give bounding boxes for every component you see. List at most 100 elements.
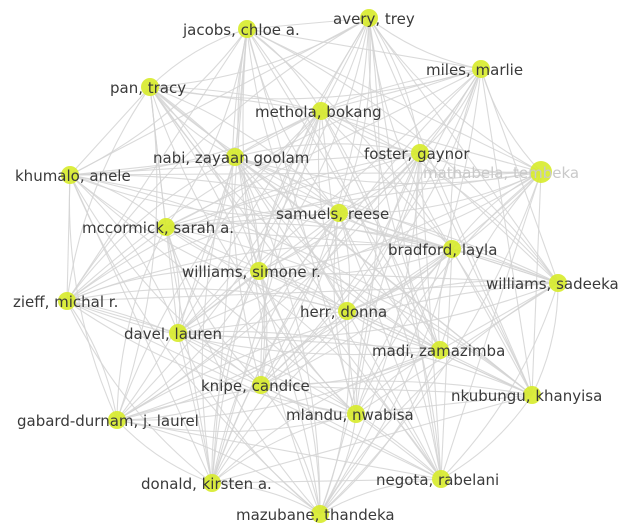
network-node-herr[interactable] [338,302,356,320]
network-edge [116,171,542,421]
node-label-madi: madi, zamazimba [372,342,505,360]
network-edge [66,156,236,302]
node-label-mlandu: mlandu, nwabisa [286,406,414,424]
network-edge [66,300,441,356]
network-edge [177,332,321,515]
network-edge [531,282,559,396]
network-edge [415,152,441,351]
network-edge [260,384,533,396]
network-edge [211,248,453,484]
network-edge [116,419,321,515]
network-edge [149,86,321,515]
network-edge [480,68,533,396]
network-edge [116,270,260,421]
network-node-avery[interactable] [360,9,378,27]
network-edge [165,226,533,396]
network-edge [440,282,559,480]
node-label-nkubungu: nkubungu, khanyisa [451,387,602,405]
network-edge [116,419,442,480]
network-edge [116,419,213,484]
network-node-gabard[interactable] [108,411,126,429]
network-node-nabi[interactable] [226,148,244,166]
network-edge [260,152,421,386]
network-node-mazubane[interactable] [311,505,329,523]
node-label-williams-sa: williams, sadeeka [486,275,619,293]
network-edge [260,212,340,386]
network-edge [149,86,322,112]
node-label-herr: herr, donna [300,303,387,321]
network-edge [246,17,370,30]
node-label-knipe: knipe, candice [201,377,310,395]
network-edge [258,248,453,275]
network-edge [69,174,179,334]
network-edge [260,384,442,480]
network-edge [165,171,542,228]
network-node-williams-sa[interactable] [549,274,567,292]
network-edge [246,28,348,312]
network-edge [165,226,260,272]
network-edge [66,269,260,302]
network-edge [319,310,350,515]
network-edge [211,270,260,484]
network-node-williams-s[interactable] [250,262,268,280]
network-edge [346,279,559,312]
network-node-foster[interactable] [411,144,429,162]
network-edge [165,110,322,228]
network-edge [177,171,542,334]
network-edge [69,171,542,176]
network-node-zieff[interactable] [58,292,76,310]
network-edge [258,270,559,284]
node-label-avery: avery, trey [333,10,415,28]
network-edge [419,152,533,396]
network-edge [440,394,533,480]
node-label-jacobs: jacobs, chloe a. [182,21,300,39]
network-node-madi[interactable] [431,341,449,359]
network-node-bradford[interactable] [443,240,461,258]
network-edge [338,17,372,214]
node-label-bradford: bradford, layla [388,241,497,259]
network-node-donald[interactable] [203,474,221,492]
network-edge [355,394,533,415]
network-edge [338,212,442,480]
network-node-davel[interactable] [169,324,187,342]
network-node-samuels[interactable] [330,204,348,222]
network-edge [177,332,441,351]
network-edge [211,212,340,484]
network-edge [451,171,542,250]
node-label-davel: davel, lauren [124,325,222,343]
network-edge [246,28,482,70]
network-node-negota[interactable] [432,470,450,488]
network-node-nkubungu[interactable] [523,386,541,404]
network-edge [333,212,357,415]
network-node-khumalo[interactable] [61,166,79,184]
node-label-khumalo: khumalo, anele [15,167,131,185]
network-labels: avery, trey jacobs, chloe a. miles, marlie… [13,10,619,524]
network-node-jacobs[interactable] [238,20,256,38]
network-edge [246,28,533,396]
network-edge [234,68,482,158]
network-node-pan[interactable] [141,78,159,96]
node-label-samuels: samuels, reese [276,205,389,223]
network-edge [211,394,533,484]
network-edge [149,86,453,250]
network-edge [355,248,453,415]
network-edge [419,152,559,284]
network-edge [177,68,482,334]
network-edge [201,156,236,484]
network-edge [211,349,441,484]
network-node-tembeka[interactable] [530,161,552,183]
network-node-mlandu[interactable] [347,405,365,423]
network-edge [258,152,421,272]
network-node-knipe[interactable] [252,376,270,394]
node-label-mccormick: mccormick, sarah a. [82,219,234,237]
network-edge [66,300,213,484]
network-edge [419,68,482,154]
network-edge [66,226,167,302]
network-node-miles[interactable] [472,60,490,78]
network-edge [177,270,260,334]
network-node-mccormick[interactable] [157,218,175,236]
network-edge [149,86,421,154]
network-node-methola[interactable] [312,102,330,120]
network-edge [165,152,421,228]
node-label-nabi: nabi, zayaan goolam [153,149,309,167]
